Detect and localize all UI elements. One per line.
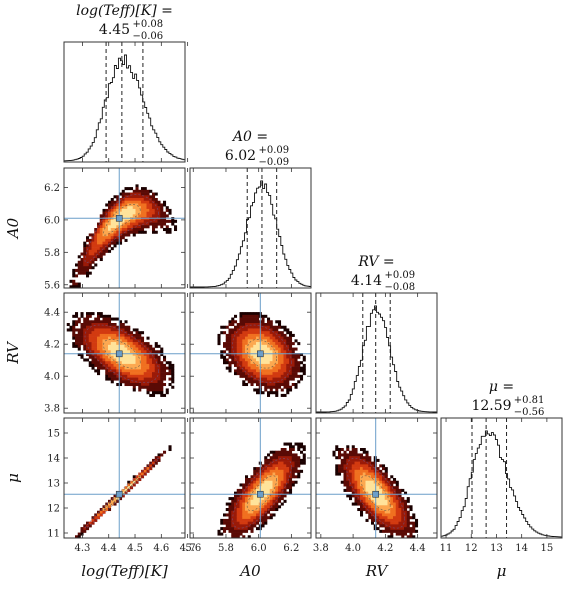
title-minus-logteff: −0.06 (133, 31, 164, 42)
title-minus-a0: −0.09 (259, 157, 290, 168)
panel-frame (63, 167, 186, 289)
y-tick-label-mu: 11 (47, 529, 60, 540)
truth-marker (115, 350, 123, 358)
truth-marker (115, 490, 123, 498)
y-tick-label-rv: 3.8 (44, 404, 60, 415)
histogram-step-a0 (190, 180, 311, 288)
title-a0: A0 = (231, 129, 268, 145)
x-axis-label-mu: μ (497, 562, 507, 580)
panel-frame (63, 417, 186, 539)
x-tick-label-logteff: 4.3 (74, 543, 90, 554)
y-axis-label-rv: RV (4, 340, 22, 365)
x-axis-label-rv: RV (365, 562, 390, 580)
panel-frame (63, 292, 186, 414)
x-tick-label-mu: 14 (515, 543, 528, 554)
panel-frame (189, 417, 312, 539)
histogram-step-logteff (64, 54, 185, 162)
title-rv: RV = (357, 254, 394, 270)
y-tick-label-a0: 6.0 (44, 215, 60, 226)
x-tick-label-mu: 11 (440, 543, 453, 554)
x-tick-label-rv: 4.0 (345, 543, 361, 554)
x-tick-label-mu: 12 (465, 543, 478, 554)
title-mu: μ = (489, 379, 514, 395)
y-tick-label-rv: 4.2 (44, 340, 60, 351)
title-value-logteff: 4.45 (99, 22, 130, 38)
panel-frame (315, 417, 438, 539)
y-axis-label-a0: A0 (4, 217, 22, 240)
x-tick-label-logteff: 4.6 (153, 543, 169, 554)
histogram-step-rv (316, 305, 437, 413)
y-tick-label-mu: 12 (47, 504, 60, 515)
y-tick-label-rv: 4.0 (44, 372, 60, 383)
panel-frame (189, 292, 312, 414)
x-tick-label-logteff: 4.7 (180, 543, 196, 554)
histogram-step-mu (441, 430, 562, 538)
y-tick-label-rv: 4.4 (44, 308, 60, 319)
density-panel-a0-rv (189, 292, 312, 414)
x-tick-label-a0: 6.2 (283, 543, 299, 554)
truth-marker (257, 350, 264, 358)
y-tick-label-mu: 14 (47, 454, 60, 465)
density-panel-logteff-mu (63, 417, 186, 539)
y-tick-label-a0: 5.6 (44, 280, 60, 291)
histogram-a0: A0 = 6.02 +0.09−0.09 (189, 129, 312, 289)
x-tick-label-a0: 6.0 (251, 543, 267, 554)
density-panel-logteff-a0 (63, 167, 186, 289)
density-panel-logteff-rv (63, 292, 186, 414)
y-tick-label-a0: 5.8 (44, 248, 60, 259)
x-tick-label-logteff: 4.4 (101, 543, 117, 554)
title-minus-rv: −0.08 (385, 282, 416, 293)
x-axis-label-logteff: log(Teff)[K] (81, 562, 168, 580)
x-axis-label-a0: A0 (238, 562, 261, 580)
x-tick-label-rv: 4.2 (377, 543, 393, 554)
title-minus-mu: −0.56 (514, 407, 545, 418)
x-tick-label-a0: 5.8 (218, 543, 234, 554)
x-tick-label-mu: 13 (490, 543, 503, 554)
y-tick-label-a0: 6.2 (44, 183, 60, 194)
x-tick-label-logteff: 4.5 (127, 543, 143, 554)
panel-frame (315, 292, 438, 414)
title-plus-rv: +0.09 (385, 270, 416, 281)
density-panel-rv-mu (315, 417, 438, 539)
title-logteff: log(Teff)[K] = (76, 3, 173, 19)
title-value-rv: 4.14 (351, 273, 382, 289)
x-tick-label-a0: 5.6 (185, 543, 201, 554)
x-tick-label-rv: 3.8 (313, 543, 329, 554)
truth-marker (257, 490, 264, 498)
title-plus-a0: +0.09 (259, 145, 290, 156)
title-plus-mu: +0.81 (514, 395, 545, 406)
x-tick-label-rv: 4.4 (410, 543, 426, 554)
y-tick-label-mu: 15 (47, 429, 60, 440)
truth-marker (115, 214, 123, 222)
y-axis-label-mu: μ (4, 473, 22, 483)
histogram-logteff: log(Teff)[K] = 4.45 +0.08−0.06 (63, 3, 186, 163)
x-tick-label-mu: 15 (541, 543, 554, 554)
panel-frame (440, 417, 563, 539)
histogram-mu: μ = 12.59 +0.81−0.56 (440, 379, 563, 539)
panel-frame (189, 167, 312, 289)
title-value-mu: 12.59 (471, 398, 511, 414)
truth-marker (372, 490, 379, 498)
density-panel-a0-mu (189, 417, 312, 539)
y-tick-label-mu: 13 (47, 479, 60, 490)
title-plus-logteff: +0.08 (133, 19, 164, 30)
panel-frame (63, 41, 186, 163)
histogram-rv: RV = 4.14 +0.09−0.08 (315, 254, 438, 414)
title-value-a0: 6.02 (225, 148, 256, 164)
